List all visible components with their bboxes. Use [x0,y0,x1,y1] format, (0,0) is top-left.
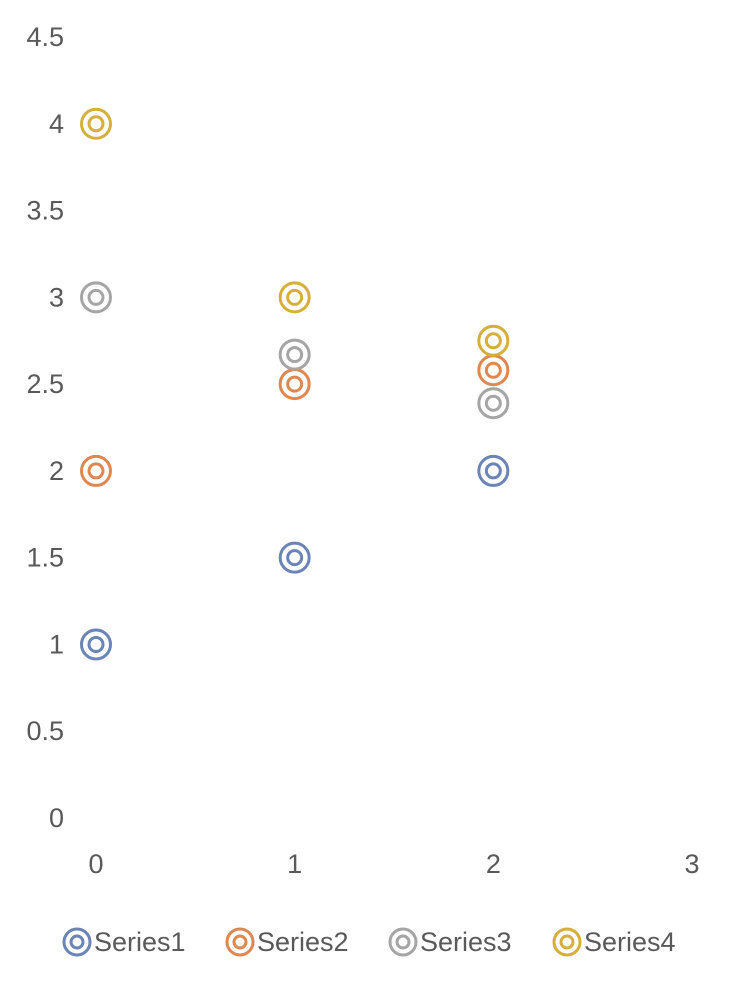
legend: Series1 Series2 Series3 Series4 [62,927,676,957]
series-3-points [80,281,510,420]
legend-label: Series4 [584,927,676,957]
x-axis: 0 1 2 3 [88,849,699,879]
y-tick-label: 1.5 [26,543,64,573]
data-point [278,281,311,314]
y-tick-label: 2 [49,456,64,486]
data-point [477,454,510,487]
legend-entry: Series1 [62,927,186,957]
legend-marker-icon [225,927,255,957]
data-point [477,324,510,357]
legend-label: Series2 [257,927,349,957]
legend-marker-icon [62,927,92,957]
data-point [80,281,112,314]
data-point [278,541,311,574]
y-tick-label: 4.5 [26,22,64,52]
data-point [477,354,510,387]
x-tick-label: 1 [287,849,302,879]
y-tick-label: 3.5 [26,196,64,226]
y-tick-label: 0 [49,803,64,833]
y-tick-label: 2.5 [26,369,64,399]
legend-entry: Series4 [552,927,676,957]
legend-entry: Series3 [388,927,512,957]
plot-area [80,107,510,661]
y-tick-label: 4 [49,109,64,139]
series-1-points [80,454,510,661]
legend-label: Series1 [94,927,186,957]
x-tick-label: 0 [88,849,103,879]
y-tick-label: 3 [49,282,64,312]
data-point [477,387,510,420]
data-point [80,454,112,487]
y-tick-label: 0.5 [26,716,64,746]
legend-marker-icon [388,927,418,957]
legend-marker-icon [552,927,582,957]
x-tick-label: 3 [684,849,699,879]
data-point [80,107,112,140]
y-axis: 0 0.5 1 1.5 2 2.5 3 3.5 4 4.5 [26,22,64,833]
data-point [80,628,112,661]
series-2-points [80,354,510,487]
series-4-points [80,107,510,357]
x-tick-label: 2 [486,849,501,879]
data-point [278,338,311,371]
data-point [278,368,311,401]
y-tick-label: 1 [49,629,64,659]
legend-label: Series3 [420,927,512,957]
legend-entry: Series2 [225,927,349,957]
